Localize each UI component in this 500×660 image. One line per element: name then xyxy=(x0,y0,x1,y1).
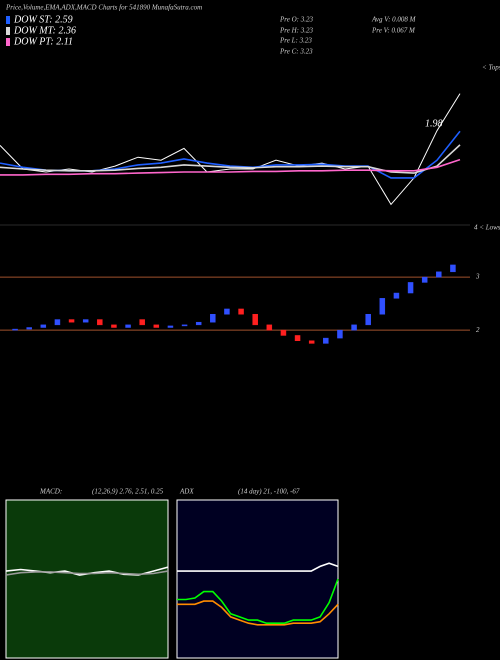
candle xyxy=(308,340,315,344)
series-line xyxy=(177,562,339,572)
candle xyxy=(393,292,400,299)
legend-entry: DOW ST: 2.59 xyxy=(13,14,73,25)
candle xyxy=(210,313,216,323)
info: Avg V: 0.008 M xyxy=(371,16,417,24)
candle xyxy=(252,313,258,326)
candle xyxy=(54,319,61,326)
annotation: < Tops xyxy=(482,64,500,72)
candle xyxy=(224,308,230,315)
panel-subtitle: (12,26,9) 2.76, 2.51, 0.25 xyxy=(92,488,164,496)
candle xyxy=(12,328,18,331)
candle xyxy=(266,324,273,331)
candle xyxy=(365,313,371,326)
annotation: 4 < Lows xyxy=(474,224,500,232)
candle xyxy=(181,324,188,327)
info: Pre L: 3.23 xyxy=(279,37,312,45)
info: Pre O: 3.23 xyxy=(279,16,313,24)
info: Pre H: 3.23 xyxy=(279,27,313,35)
series-line xyxy=(0,158,461,176)
candle xyxy=(337,329,343,339)
candle xyxy=(195,321,202,326)
y-tick-label: 3 xyxy=(475,273,480,281)
candle xyxy=(323,337,329,344)
panel-subtitle: (14 day) 21, -100, -67 xyxy=(238,488,300,496)
candle xyxy=(26,327,32,330)
legend-swatch xyxy=(6,38,10,46)
candle xyxy=(82,319,89,323)
candle xyxy=(97,319,103,326)
candle xyxy=(40,324,47,328)
panel-title: MACD: xyxy=(39,488,62,496)
candle xyxy=(450,264,456,273)
legend-swatch xyxy=(6,16,10,24)
candle xyxy=(68,319,75,323)
legend-entry: DOW PT: 2.11 xyxy=(13,36,73,47)
page-title: Price,Volume,EMA,ADX,MACD Charts for 541… xyxy=(5,4,202,12)
annotation: 1.98 xyxy=(425,118,443,129)
y-tick-label: 2 xyxy=(476,326,480,334)
candle xyxy=(379,298,386,315)
candle xyxy=(111,324,117,328)
legend-swatch xyxy=(6,27,10,35)
candle xyxy=(351,324,357,331)
legend-entry: DOW MT: 2.36 xyxy=(13,25,76,36)
panel xyxy=(5,499,169,659)
series-line xyxy=(177,578,339,624)
info: Pre V: 0.067 M xyxy=(371,27,416,35)
info: Pre C: 3.23 xyxy=(279,48,313,56)
candle xyxy=(407,282,414,294)
candle xyxy=(421,276,428,283)
candle xyxy=(125,324,131,328)
candle xyxy=(153,324,160,328)
panel-title: ADX xyxy=(179,488,194,496)
candle xyxy=(280,329,287,336)
candle xyxy=(167,325,174,328)
candle xyxy=(238,308,244,315)
series-line xyxy=(5,570,169,576)
candle xyxy=(436,271,442,278)
candle xyxy=(294,335,301,342)
series-line xyxy=(177,600,339,626)
candle xyxy=(139,319,145,326)
panel xyxy=(176,499,339,659)
